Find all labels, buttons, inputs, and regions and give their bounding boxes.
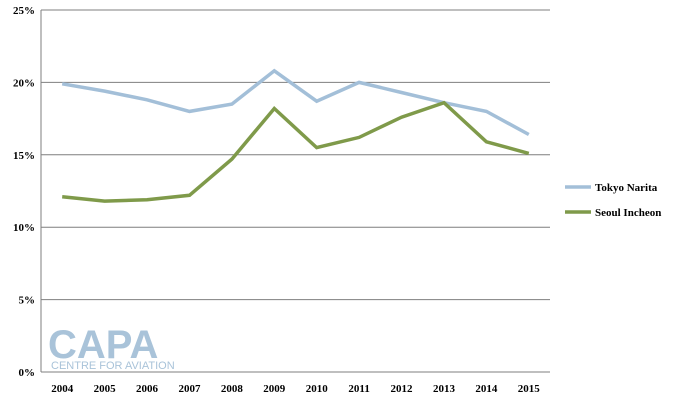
legend-label: Tokyo Narita: [595, 182, 658, 194]
x-tick-label: 2014: [475, 383, 498, 395]
x-tick-label: 2004: [51, 383, 74, 395]
series-line-tokyo-narita: [61, 68, 530, 137]
x-tick-label: 2005: [94, 383, 117, 395]
legend-label: Seoul Incheon: [595, 207, 661, 219]
x-tick-label: 2012: [391, 383, 414, 395]
y-axis-tick-labels: 0% 5% 10% 15% 20% 25%: [13, 5, 35, 379]
legend: Tokyo Narita Seoul Incheon: [565, 182, 661, 219]
x-tick-label: 2010: [306, 383, 329, 395]
x-axis-tick-labels: 2004 2005 2006 2007 2008 2009 2010 2011 2012 2013…: [51, 383, 540, 395]
x-tick-label: 2007: [178, 383, 201, 395]
x-tick-label: 2015: [518, 383, 541, 395]
y-tick-label: 25%: [13, 5, 35, 17]
x-tick-label: 2009: [263, 383, 286, 395]
watermark-tagline: CENTRE FOR AVIATION: [51, 360, 175, 372]
watermark-brand: CAPA: [48, 323, 158, 367]
y-tick-label: 5%: [19, 295, 36, 307]
series-line-seoul-incheon: [62, 100, 530, 203]
x-tick-label: 2011: [348, 383, 369, 395]
y-tick-label: 10%: [13, 222, 35, 234]
capa-watermark: CAPA CENTRE FOR AVIATION: [48, 323, 175, 372]
y-tick-label: 15%: [13, 150, 35, 162]
series-lines: [61, 68, 530, 203]
x-tick-label: 2006: [136, 383, 159, 395]
gridlines: [40, 9, 550, 373]
x-tick-label: 2008: [221, 383, 244, 395]
y-tick-label: 0%: [19, 367, 36, 379]
x-tick-label: 2013: [433, 383, 456, 395]
y-tick-label: 20%: [13, 77, 35, 89]
